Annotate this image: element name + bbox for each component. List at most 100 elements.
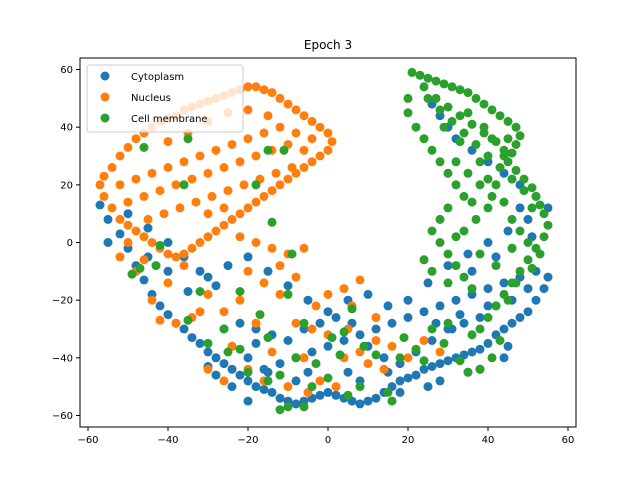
data-point [395, 353, 405, 363]
data-point [303, 367, 313, 377]
data-point [243, 134, 253, 144]
data-point [163, 310, 173, 320]
data-point [163, 249, 173, 259]
data-point [339, 327, 349, 337]
data-point [531, 191, 541, 201]
data-point [335, 350, 345, 360]
data-point [451, 261, 461, 271]
data-point [419, 356, 429, 366]
data-point [307, 382, 317, 392]
data-point [483, 174, 493, 184]
data-point [463, 168, 473, 178]
data-point [511, 278, 521, 288]
data-point [219, 324, 229, 334]
data-point [243, 82, 253, 92]
data-point [395, 387, 405, 397]
data-point [475, 249, 485, 259]
data-point [479, 99, 489, 109]
data-point [155, 315, 165, 325]
data-point [431, 93, 441, 103]
data-point [371, 393, 381, 403]
data-point [471, 140, 481, 149]
data-point [251, 238, 261, 247]
data-point [343, 367, 353, 377]
data-point [347, 304, 357, 314]
data-point [315, 122, 325, 132]
data-point [191, 197, 201, 207]
data-point [403, 373, 413, 383]
data-point [123, 142, 133, 152]
data-point [455, 356, 465, 366]
data-point [443, 356, 453, 366]
data-point [463, 367, 473, 377]
data-point [475, 157, 485, 167]
data-point [239, 180, 249, 190]
data-point [211, 145, 221, 155]
data-point [403, 295, 413, 305]
data-point [115, 214, 125, 224]
data-point [155, 186, 165, 196]
data-point [431, 76, 441, 86]
data-point [307, 157, 317, 167]
data-point [471, 93, 481, 103]
data-point [291, 272, 301, 282]
data-point [539, 209, 549, 219]
data-point [427, 266, 437, 276]
data-point [147, 295, 157, 305]
data-point [99, 171, 109, 181]
data-point [139, 142, 149, 152]
data-point [487, 191, 497, 201]
data-point [235, 370, 245, 380]
data-point [131, 134, 141, 144]
data-point [475, 313, 485, 322]
data-point [543, 272, 553, 282]
data-point [203, 347, 213, 357]
data-point [263, 367, 273, 377]
data-point [251, 382, 261, 392]
data-point [263, 266, 273, 276]
data-point [363, 289, 373, 299]
data-point [211, 226, 221, 236]
data-point [483, 313, 493, 322]
data-point [267, 387, 277, 397]
data-point [299, 145, 309, 155]
y-tick-label: 60 [60, 65, 73, 76]
legend-box [86, 64, 244, 133]
data-point [467, 197, 477, 207]
data-point [471, 214, 481, 224]
data-point [527, 203, 537, 213]
data-point [195, 266, 205, 276]
data-point [203, 289, 213, 299]
data-point [235, 344, 245, 354]
data-point [223, 261, 233, 271]
x-tick-label: −20 [237, 435, 258, 446]
data-point [115, 252, 125, 262]
data-point [327, 137, 337, 147]
data-point [423, 93, 433, 103]
data-point [323, 341, 333, 351]
data-point [483, 284, 493, 294]
data-point [331, 390, 341, 400]
data-point [235, 209, 245, 219]
data-point [443, 249, 453, 259]
data-point [159, 209, 169, 219]
data-point [355, 382, 365, 392]
data-point [103, 238, 113, 247]
data-point [523, 284, 533, 294]
data-point [155, 301, 165, 311]
data-point [539, 232, 549, 242]
data-point [183, 134, 193, 144]
data-point [511, 140, 521, 149]
data-point [275, 405, 285, 415]
data-point [499, 151, 509, 161]
legend-label: Cytoplasm [131, 72, 184, 83]
data-point [435, 157, 445, 167]
data-point [427, 226, 437, 236]
data-point [135, 263, 145, 273]
data-point [267, 243, 277, 253]
data-point [479, 128, 489, 138]
data-point [275, 180, 285, 190]
data-point [263, 333, 273, 343]
data-point [459, 272, 469, 282]
data-point [179, 180, 189, 190]
